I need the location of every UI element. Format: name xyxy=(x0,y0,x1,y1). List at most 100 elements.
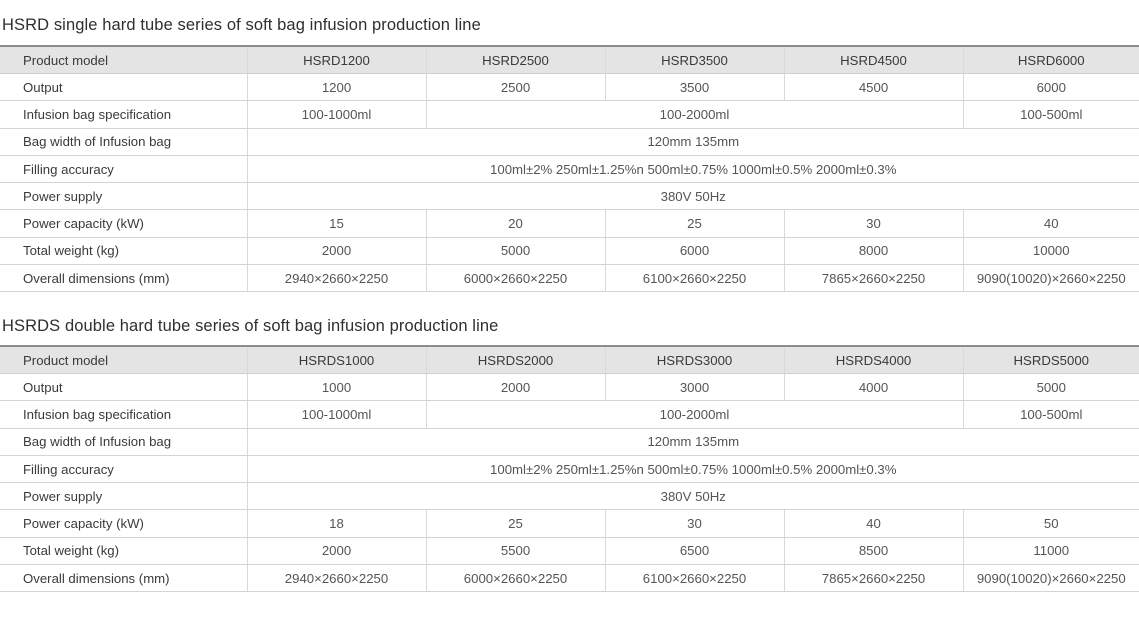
table-cell: 5000 xyxy=(962,373,1139,402)
model-header: HSRD6000 xyxy=(962,45,1139,74)
table-cell: 1200 xyxy=(246,73,426,102)
table-cell: 10000 xyxy=(962,237,1139,266)
table-cell: 100-2000ml xyxy=(425,400,963,429)
table-row: Filling accuracy 100ml±2% 250ml±1.25%n 50… xyxy=(0,155,1139,184)
table-cell: 7865×2660×2250 xyxy=(783,264,963,293)
table-cell: 100-2000ml xyxy=(425,100,963,129)
row-label: Filling accuracy xyxy=(0,455,247,484)
table-cell: 50 xyxy=(962,509,1139,538)
row-label: Bag width of Infusion bag xyxy=(0,128,247,156)
row-label: Power capacity (kW) xyxy=(0,209,247,238)
model-header: HSRDS4000 xyxy=(783,345,963,374)
model-header: HSRDS2000 xyxy=(425,345,605,374)
table-cell: 2500 xyxy=(425,73,605,102)
model-header: HSRD1200 xyxy=(246,45,426,74)
table-row: Filling accuracy 100ml±2% 250ml±1.25%n 50… xyxy=(0,455,1139,484)
row-label: Bag width of Infusion bag xyxy=(0,428,247,456)
table-cell: 30 xyxy=(604,509,784,538)
header-row: Product model HSRDS1000 HSRDS2000 HSRDS3000… xyxy=(0,345,1139,374)
table-row: Power capacity (kW) 15 20 25 30 40 xyxy=(0,209,1139,238)
spec-table-hsrds: Product model HSRDS1000 HSRDS2000 HSRDS3000… xyxy=(0,345,1139,593)
table-cell: 2000 xyxy=(425,373,605,402)
table-row: Total weight (kg) 2000 5500 6500 8500 11000 xyxy=(0,537,1139,566)
table-cell: 100ml±2% 250ml±1.25%n 500ml±0.75% 1000ml… xyxy=(246,455,1139,484)
section-title: HSRD single hard tube series of soft bag… xyxy=(2,16,481,34)
row-label: Total weight (kg) xyxy=(0,537,247,566)
table-cell: 6100×2660×2250 xyxy=(604,564,784,593)
header-row: Product model HSRD1200 HSRD2500 HSRD3500 HSR… xyxy=(0,45,1139,74)
table-cell: 2000 xyxy=(246,237,426,266)
table-cell: 5500 xyxy=(425,537,605,566)
table-row: Infusion bag specification 100-1000ml 100-… xyxy=(0,400,1139,429)
table-row: Overall dimensions (mm) 2940×2660×2250 600… xyxy=(0,564,1139,593)
table-cell: 4000 xyxy=(783,373,963,402)
table-cell: 15 xyxy=(246,209,426,238)
row-label: Overall dimensions (mm) xyxy=(0,564,247,593)
row-label: Infusion bag specification xyxy=(0,100,247,129)
table-cell: 6100×2660×2250 xyxy=(604,264,784,293)
table-cell: 25 xyxy=(604,209,784,238)
table-cell: 4500 xyxy=(783,73,963,102)
table-cell: 8000 xyxy=(783,237,963,266)
table-cell: 6000×2660×2250 xyxy=(425,264,605,293)
table-cell: 9090(10020)×2660×2250 xyxy=(962,264,1139,293)
table-row: Power capacity (kW) 18 25 30 40 50 xyxy=(0,509,1139,538)
table-cell: 6000 xyxy=(962,73,1139,102)
model-header: HSRD4500 xyxy=(783,45,963,74)
table-cell: 9090(10020)×2660×2250 xyxy=(962,564,1139,593)
table-cell: 5000 xyxy=(425,237,605,266)
row-label: Output xyxy=(0,373,247,402)
row-label: Output xyxy=(0,73,247,102)
model-header: HSRDS1000 xyxy=(246,345,426,374)
table-cell: 7865×2660×2250 xyxy=(783,564,963,593)
table-row: Bag width of Infusion bag 120mm 135mm xyxy=(0,428,1139,456)
table-cell: 2940×2660×2250 xyxy=(246,264,426,293)
row-label: Power capacity (kW) xyxy=(0,509,247,538)
model-header: HSRD2500 xyxy=(425,45,605,74)
table-cell: 2940×2660×2250 xyxy=(246,564,426,593)
spec-table-hsrd: Product model HSRD1200 HSRD2500 HSRD3500 HSR… xyxy=(0,45,1139,293)
table-row: Output 1200 2500 3500 4500 6000 xyxy=(0,73,1139,102)
table-row: Overall dimensions (mm) 2940×2660×2250 600… xyxy=(0,264,1139,293)
table-row: Output 1000 2000 3000 4000 5000 xyxy=(0,373,1139,402)
model-header: HSRDS5000 xyxy=(962,345,1139,374)
table-cell: 100-500ml xyxy=(962,400,1139,429)
table-row: Power supply 380V 50Hz xyxy=(0,182,1139,211)
table-cell: 40 xyxy=(962,209,1139,238)
table-cell: 11000 xyxy=(962,537,1139,566)
table-cell: 2000 xyxy=(246,537,426,566)
table-cell: 3500 xyxy=(604,73,784,102)
table-cell: 120mm 135mm xyxy=(246,128,1139,156)
table-row: Power supply 380V 50Hz xyxy=(0,482,1139,511)
table-cell: 100-500ml xyxy=(962,100,1139,129)
table-cell: 40 xyxy=(783,509,963,538)
table-cell: 100ml±2% 250ml±1.25%n 500ml±0.75% 1000ml… xyxy=(246,155,1139,184)
table-row: Infusion bag specification 100-1000ml 100-… xyxy=(0,100,1139,129)
section-title: HSRDS double hard tube series of soft ba… xyxy=(2,317,499,335)
row-label: Power supply xyxy=(0,182,247,211)
table-cell: 6500 xyxy=(604,537,784,566)
table-cell: 120mm 135mm xyxy=(246,428,1139,456)
table-cell: 18 xyxy=(246,509,426,538)
table-row: Total weight (kg) 2000 5000 6000 8000 10000 xyxy=(0,237,1139,266)
header-label: Product model xyxy=(0,345,247,374)
model-header: HSRDS3000 xyxy=(604,345,784,374)
table-cell: 100-1000ml xyxy=(246,100,426,129)
row-label: Filling accuracy xyxy=(0,155,247,184)
row-label: Total weight (kg) xyxy=(0,237,247,266)
model-header: HSRD3500 xyxy=(604,45,784,74)
table-cell: 3000 xyxy=(604,373,784,402)
table-cell: 380V 50Hz xyxy=(246,482,1139,511)
row-label: Power supply xyxy=(0,482,247,511)
table-cell: 20 xyxy=(425,209,605,238)
row-label: Infusion bag specification xyxy=(0,400,247,429)
table-cell: 6000×2660×2250 xyxy=(425,564,605,593)
row-label: Overall dimensions (mm) xyxy=(0,264,247,293)
table-cell: 100-1000ml xyxy=(246,400,426,429)
table-cell: 6000 xyxy=(604,237,784,266)
table-cell: 1000 xyxy=(246,373,426,402)
header-label: Product model xyxy=(0,45,247,74)
table-row: Bag width of Infusion bag 120mm 135mm xyxy=(0,128,1139,156)
table-cell: 380V 50Hz xyxy=(246,182,1139,211)
table-cell: 30 xyxy=(783,209,963,238)
